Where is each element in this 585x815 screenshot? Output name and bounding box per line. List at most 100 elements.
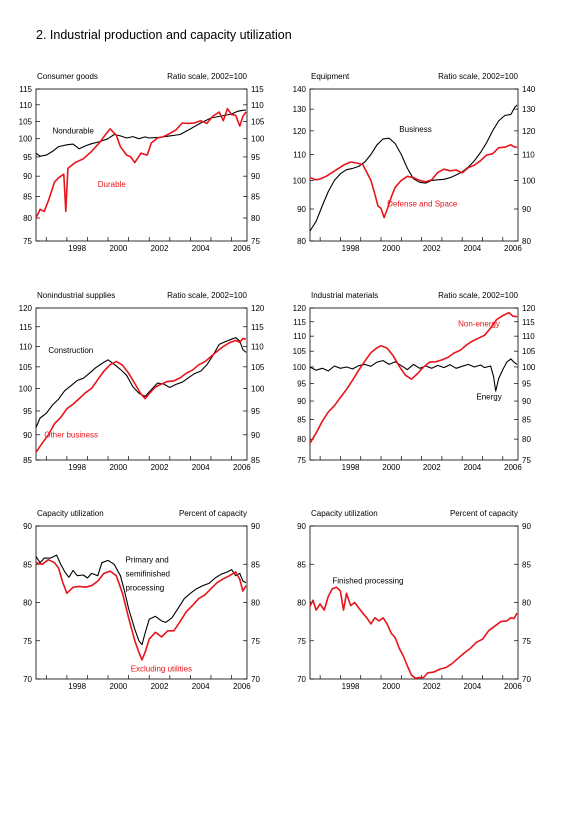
scale-note: Ratio scale, 2002=100: [167, 291, 247, 300]
y-tick-label-right: 105: [251, 363, 265, 372]
y-tick-label-left: 140: [293, 85, 307, 94]
y-tick-label-left: 70: [297, 675, 306, 684]
y-tick-label-right: 95: [522, 380, 531, 389]
y-tick-label-left: 90: [297, 522, 306, 531]
series-label: Construction: [48, 346, 93, 355]
y-tick-label-left: 80: [23, 214, 32, 223]
x-tick-label: 2000: [109, 682, 127, 691]
x-tick-label: 2000: [109, 463, 127, 472]
scale-note: Percent of capacity: [450, 509, 518, 518]
y-tick-label-left: 105: [293, 347, 307, 356]
series-label: Other business: [44, 430, 98, 439]
scale-note: Ratio scale, 2002=100: [438, 291, 518, 300]
x-tick-label: 2000: [382, 244, 400, 253]
y-tick-label-left: 80: [297, 435, 306, 444]
y-tick-label-left: 100: [293, 176, 307, 185]
x-tick-label: 1998: [68, 682, 86, 691]
y-tick-label-left: 105: [19, 363, 33, 372]
y-tick-label-right: 90: [251, 522, 260, 531]
y-tick-label-right: 80: [251, 214, 260, 223]
y-tick-label-right: 85: [522, 560, 531, 569]
y-tick-label-right: 95: [251, 153, 260, 162]
x-tick-label: 1998: [68, 463, 86, 472]
chart-panel-5: Capacity utilization Percent of capacity 7…: [23, 509, 260, 691]
x-tick-label: 2002: [151, 244, 169, 253]
y-tick-label-left: 115: [293, 318, 306, 327]
y-tick-label-left: 80: [297, 237, 306, 246]
series-label: Durable: [98, 180, 127, 189]
y-tick-label-right: 75: [251, 637, 260, 646]
y-tick-label-left: 95: [297, 380, 306, 389]
x-tick-label: 2004: [192, 244, 210, 253]
chart-panel-1: Consumer goods Ratio scale, 2002=100 75 75 8…: [19, 72, 265, 253]
series-line-1: [309, 358, 518, 392]
y-tick-label-left: 85: [23, 456, 32, 465]
x-tick-label: 2000: [382, 682, 400, 691]
chart-title: Industrial materials: [311, 291, 378, 300]
y-tick-label-right: 70: [251, 675, 260, 684]
y-tick-label-right: 95: [251, 407, 260, 416]
y-tick-label-right: 100: [522, 363, 536, 372]
y-tick-label-right: 100: [251, 135, 265, 144]
series-label: processing: [126, 584, 165, 593]
chart-title: Consumer goods: [37, 72, 98, 81]
x-tick-label: 2002: [151, 682, 169, 691]
scale-note: Ratio scale, 2002=100: [167, 72, 247, 81]
chart-title: Equipment: [311, 72, 350, 81]
y-tick-label-right: 100: [522, 176, 536, 185]
y-tick-label-right: 100: [251, 384, 265, 393]
x-tick-label: 1998: [342, 682, 360, 691]
y-tick-label-left: 95: [23, 153, 32, 162]
y-tick-label-right: 115: [522, 318, 535, 327]
plot-frame: [35, 88, 248, 242]
y-tick-label-left: 100: [293, 363, 307, 372]
y-tick-label-right: 105: [522, 347, 536, 356]
y-tick-label-right: 90: [522, 397, 531, 406]
y-tick-label-right: 120: [251, 304, 265, 313]
scale-note: Percent of capacity: [179, 509, 247, 518]
y-tick-label-right: 130: [522, 105, 536, 114]
series-label: Excluding utilities: [131, 664, 192, 673]
y-tick-label-left: 100: [19, 384, 33, 393]
y-tick-label-left: 95: [23, 407, 32, 416]
y-tick-label-left: 90: [23, 522, 32, 531]
y-tick-label-right: 80: [522, 599, 531, 608]
x-tick-label: 2006: [504, 463, 522, 472]
y-tick-label-left: 115: [19, 323, 32, 332]
y-tick-label-left: 85: [23, 560, 32, 569]
y-tick-label-right: 75: [522, 637, 531, 646]
x-tick-label: 2002: [423, 244, 441, 253]
x-tick-label: 2000: [109, 244, 127, 253]
x-tick-label: 2004: [192, 682, 210, 691]
y-tick-label-right: 80: [251, 599, 260, 608]
chart-panel-3: Nonindustrial supplies Ratio scale, 2002=…: [19, 291, 265, 472]
y-tick-label-right: 110: [522, 151, 535, 160]
plot-frame: [309, 525, 519, 680]
y-tick-label-right: 80: [522, 237, 531, 246]
series-line-2: [309, 144, 518, 219]
series-line-2: [35, 107, 247, 219]
x-tick-label: 2006: [233, 463, 251, 472]
y-tick-label-left: 85: [297, 560, 306, 569]
y-tick-label-right: 90: [251, 172, 260, 181]
series-label: Non-energy: [458, 320, 500, 329]
x-tick-label: 2006: [504, 682, 522, 691]
y-tick-label-left: 90: [297, 205, 306, 214]
series-label: Energy: [476, 393, 501, 402]
plot-frame: [309, 307, 519, 461]
x-tick-label: 2004: [463, 244, 481, 253]
x-tick-label: 2006: [233, 244, 251, 253]
y-tick-label-left: 105: [19, 117, 33, 126]
x-tick-label: 2006: [504, 244, 522, 253]
y-tick-label-right: 120: [522, 127, 536, 136]
y-tick-label-right: 105: [251, 117, 265, 126]
y-tick-label-right: 90: [251, 431, 260, 440]
series-line-1: [35, 109, 247, 157]
y-tick-label-left: 110: [293, 332, 306, 341]
y-tick-label-left: 75: [297, 456, 306, 465]
x-tick-label: 2000: [382, 463, 400, 472]
y-tick-label-left: 75: [297, 637, 306, 646]
y-tick-label-right: 115: [251, 85, 264, 94]
chart-title: Capacity utilization: [311, 509, 378, 518]
x-tick-label: 1998: [342, 244, 360, 253]
